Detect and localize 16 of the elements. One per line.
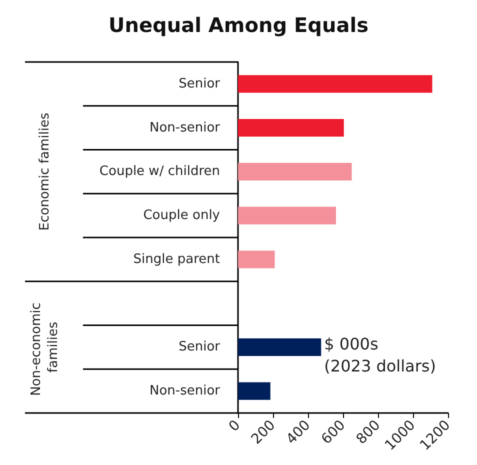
x-tick-label: 200 — [248, 417, 279, 448]
y-tick-label: Non-senior — [149, 120, 221, 136]
text: Non-economic families — [29, 298, 61, 396]
y-tick-label: Single parent — [133, 252, 220, 267]
x-axis-title: $ 000s (2023 dollars) — [324, 334, 436, 376]
y-tick-label: Senior — [178, 340, 221, 355]
x-tick-label: 600 — [318, 417, 349, 448]
chart-title: Unequal Among Equals — [108, 13, 368, 37]
x-tick-label: 400 — [283, 417, 314, 448]
text: Economic families — [38, 112, 52, 231]
y-tick-label: Non-senior — [149, 384, 221, 399]
x-tick-label: 0 — [226, 417, 244, 435]
y-tick-label: Couple only — [143, 208, 220, 224]
y-tick-label: Senior — [178, 76, 221, 92]
y-tick-label: Couple w/ children — [99, 164, 220, 180]
x-tick-label: 800 — [353, 417, 384, 448]
